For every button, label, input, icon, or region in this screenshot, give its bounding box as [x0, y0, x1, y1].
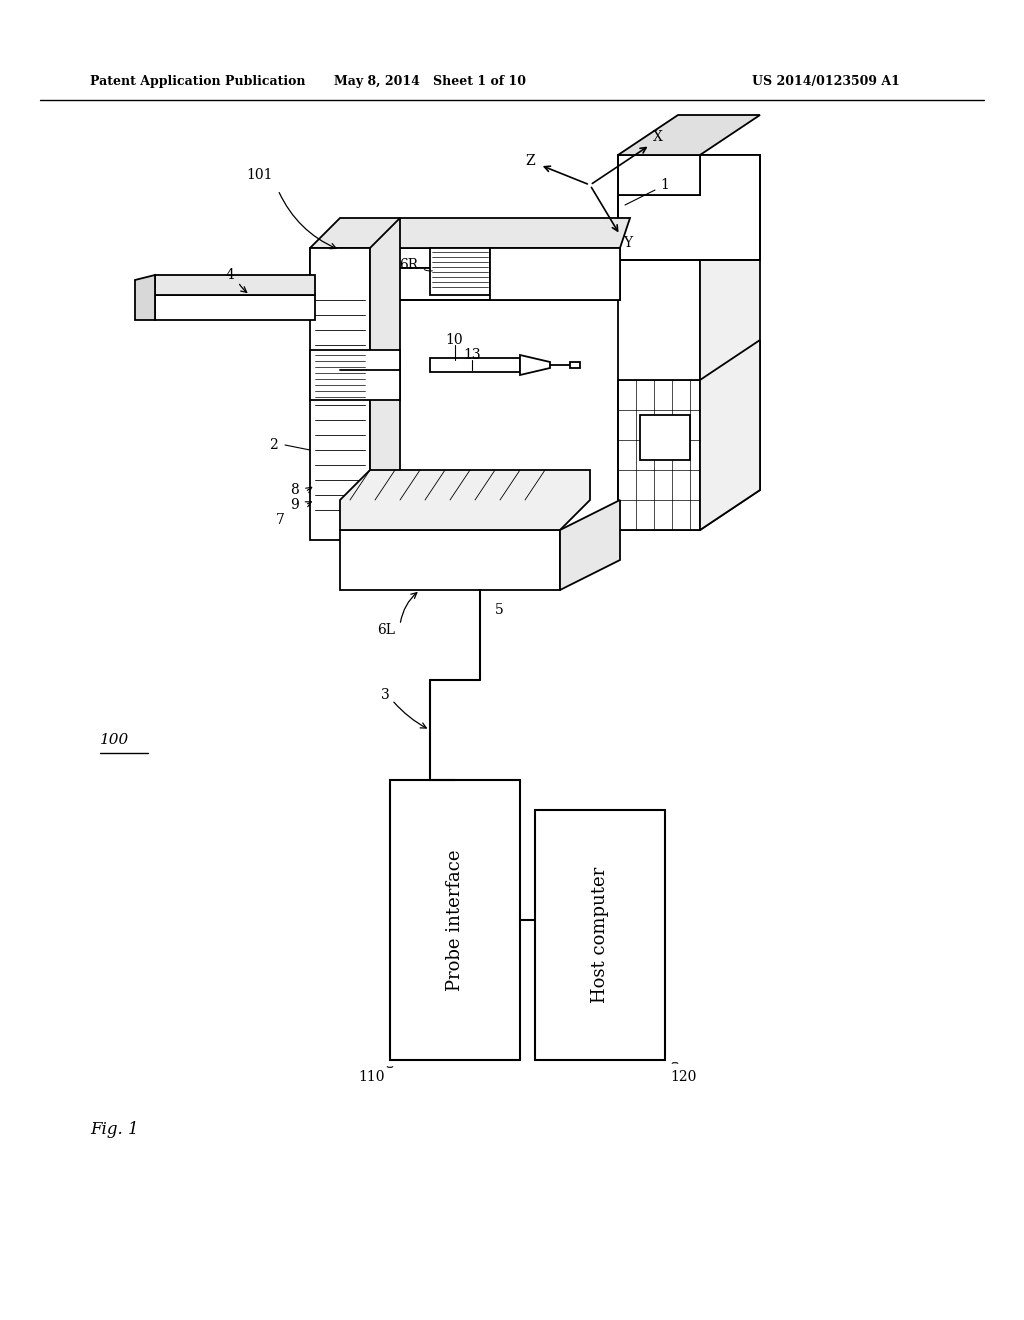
- Polygon shape: [430, 248, 490, 294]
- Polygon shape: [700, 154, 760, 531]
- Text: US 2014/0123509 A1: US 2014/0123509 A1: [752, 75, 900, 88]
- Text: 6L: 6L: [377, 623, 395, 638]
- Polygon shape: [310, 248, 370, 540]
- Polygon shape: [520, 355, 550, 375]
- Text: 6R: 6R: [399, 257, 418, 272]
- Text: 13: 13: [463, 348, 480, 362]
- Polygon shape: [155, 275, 315, 294]
- Polygon shape: [535, 810, 665, 1060]
- Polygon shape: [618, 154, 700, 195]
- Polygon shape: [340, 531, 560, 590]
- Polygon shape: [560, 500, 620, 590]
- Polygon shape: [618, 380, 700, 531]
- Polygon shape: [135, 275, 155, 319]
- Polygon shape: [618, 195, 700, 531]
- Text: 4: 4: [225, 268, 234, 282]
- Polygon shape: [490, 248, 620, 300]
- Text: 8: 8: [290, 483, 299, 498]
- Polygon shape: [700, 341, 760, 531]
- Polygon shape: [310, 218, 630, 248]
- Text: 2: 2: [269, 438, 278, 451]
- Text: Fig. 1: Fig. 1: [90, 1122, 138, 1138]
- Text: 100: 100: [100, 733, 129, 747]
- Text: 101: 101: [247, 168, 273, 182]
- Text: Probe interface: Probe interface: [446, 849, 464, 991]
- Text: Y: Y: [624, 236, 633, 249]
- Polygon shape: [618, 154, 760, 195]
- Text: May 8, 2014   Sheet 1 of 10: May 8, 2014 Sheet 1 of 10: [334, 75, 526, 88]
- Polygon shape: [370, 218, 400, 540]
- Polygon shape: [310, 350, 400, 400]
- Text: Z: Z: [525, 154, 535, 168]
- Text: 9: 9: [290, 498, 299, 512]
- Polygon shape: [618, 154, 760, 260]
- Text: Host computer: Host computer: [591, 867, 609, 1003]
- Polygon shape: [155, 294, 315, 319]
- Polygon shape: [618, 115, 760, 154]
- Polygon shape: [570, 362, 580, 368]
- Text: 1: 1: [660, 178, 669, 191]
- Polygon shape: [310, 268, 620, 300]
- Polygon shape: [640, 414, 690, 459]
- Text: 3: 3: [381, 688, 389, 702]
- Text: 10: 10: [445, 333, 463, 347]
- Text: X: X: [653, 129, 663, 144]
- Text: Patent Application Publication: Patent Application Publication: [90, 75, 305, 88]
- Polygon shape: [390, 780, 520, 1060]
- Text: 120: 120: [670, 1071, 696, 1084]
- Text: 110: 110: [358, 1071, 385, 1084]
- Polygon shape: [430, 358, 520, 372]
- Text: 7: 7: [276, 513, 285, 527]
- Polygon shape: [310, 248, 620, 268]
- Polygon shape: [340, 470, 590, 531]
- Text: 5: 5: [495, 603, 504, 616]
